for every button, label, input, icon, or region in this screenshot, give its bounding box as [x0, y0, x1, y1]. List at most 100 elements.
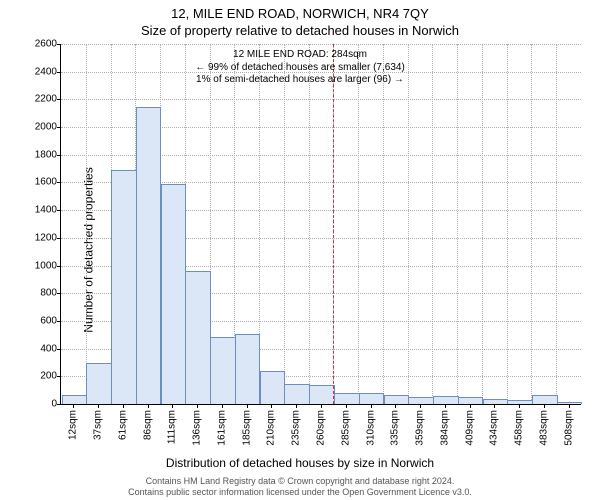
histogram-bar: [433, 396, 459, 404]
xtick-mark: [395, 404, 396, 408]
xtick-mark: [197, 404, 198, 408]
gridline-v: [309, 44, 310, 404]
ytick-mark: [57, 404, 61, 405]
xtick-label: 409sqm: [464, 410, 475, 446]
xtick-label: 335sqm: [390, 410, 401, 446]
annotation-line-3: 1% of semi-detached houses are larger (9…: [195, 74, 405, 87]
ytick-mark: [57, 99, 61, 100]
ytick-mark: [57, 127, 61, 128]
ytick-label: 200: [40, 371, 57, 382]
gridline-v: [556, 44, 557, 404]
footer-line-1: Contains HM Land Registry data © Crown c…: [0, 476, 600, 487]
xtick-label: 86sqm: [142, 410, 153, 440]
xtick-label: 508sqm: [563, 410, 574, 446]
xtick-mark: [73, 404, 74, 408]
xtick-mark: [321, 404, 322, 408]
ytick-mark: [57, 266, 61, 267]
histogram-bar: [260, 371, 286, 404]
xtick-label: 285sqm: [340, 410, 351, 446]
histogram-bar: [284, 384, 310, 404]
annotation-line-1: 12 MILE END ROAD: 284sqm: [195, 49, 405, 62]
xtick-mark: [172, 404, 173, 408]
footer-line-2: Contains public sector information licen…: [0, 487, 600, 498]
xtick-label: 185sqm: [241, 410, 252, 446]
x-axis-label: Distribution of detached houses by size …: [0, 456, 600, 470]
xtick-mark: [271, 404, 272, 408]
ytick-mark: [57, 349, 61, 350]
xtick-label: 310sqm: [365, 410, 376, 446]
ytick-label: 600: [40, 315, 57, 326]
gridline-v: [408, 44, 409, 404]
xtick-mark: [123, 404, 124, 408]
ytick-label: 400: [40, 343, 57, 354]
ytick-mark: [57, 210, 61, 211]
histogram-bar: [235, 334, 261, 404]
ytick-label: 800: [40, 288, 57, 299]
xtick-label: 210sqm: [266, 410, 277, 446]
xtick-mark: [296, 404, 297, 408]
xtick-mark: [445, 404, 446, 408]
gridline-v: [482, 44, 483, 404]
ytick-label: 1200: [35, 232, 57, 243]
xtick-mark: [569, 404, 570, 408]
ytick-mark: [57, 321, 61, 322]
histogram-bar: [334, 393, 360, 404]
xtick-label: 483sqm: [538, 410, 549, 446]
plot-area: 0200400600800100012001400160018002000220…: [60, 44, 581, 405]
ytick-label: 0: [51, 399, 57, 410]
xtick-label: 260sqm: [316, 410, 327, 446]
xtick-label: 359sqm: [415, 410, 426, 446]
xtick-label: 12sqm: [68, 410, 79, 440]
xtick-label: 111sqm: [167, 410, 178, 444]
gridline-v: [531, 44, 532, 404]
gridline-h: [61, 44, 581, 45]
reference-line: [333, 44, 334, 404]
ytick-label: 2200: [35, 94, 57, 105]
ytick-mark: [57, 293, 61, 294]
ytick-mark: [57, 376, 61, 377]
ytick-mark: [57, 182, 61, 183]
xtick-mark: [470, 404, 471, 408]
xtick-mark: [494, 404, 495, 408]
ytick-mark: [57, 44, 61, 45]
xtick-label: 61sqm: [117, 410, 128, 440]
ytick-label: 1600: [35, 177, 57, 188]
xtick-label: 384sqm: [439, 410, 450, 446]
ytick-mark: [57, 72, 61, 73]
gridline-v: [432, 44, 433, 404]
gridline-v: [86, 44, 87, 404]
ytick-mark: [57, 238, 61, 239]
gridline-v: [507, 44, 508, 404]
property-size-chart: 12, MILE END ROAD, NORWICH, NR4 7QY Size…: [0, 0, 600, 500]
ytick-mark: [57, 155, 61, 156]
gridline-v: [383, 44, 384, 404]
histogram-bar: [210, 337, 236, 404]
gridline-v: [457, 44, 458, 404]
histogram-bar: [309, 385, 335, 404]
gridline-v: [358, 44, 359, 404]
xtick-label: 434sqm: [489, 410, 500, 446]
histogram-bar: [136, 107, 162, 404]
ytick-label: 2000: [35, 122, 57, 133]
xtick-label: 136sqm: [192, 410, 203, 446]
xtick-mark: [222, 404, 223, 408]
xtick-label: 37sqm: [93, 410, 104, 440]
histogram-bar: [532, 395, 558, 404]
chart-subtitle: Size of property relative to detached ho…: [0, 21, 600, 38]
histogram-bar: [62, 395, 88, 404]
ytick-label: 1400: [35, 205, 57, 216]
xtick-mark: [420, 404, 421, 408]
histogram-bar: [185, 271, 211, 404]
chart-title-address: 12, MILE END ROAD, NORWICH, NR4 7QY: [0, 0, 600, 21]
histogram-bar: [111, 170, 137, 404]
xtick-mark: [98, 404, 99, 408]
annotation-line-2: ← 99% of detached houses are smaller (7,…: [195, 62, 405, 75]
xtick-mark: [346, 404, 347, 408]
histogram-bar: [359, 393, 385, 404]
xtick-label: 161sqm: [216, 410, 227, 446]
ytick-label: 1800: [35, 149, 57, 160]
xtick-mark: [519, 404, 520, 408]
ytick-label: 2600: [35, 39, 57, 50]
xtick-mark: [371, 404, 372, 408]
gridline-h: [61, 99, 581, 100]
